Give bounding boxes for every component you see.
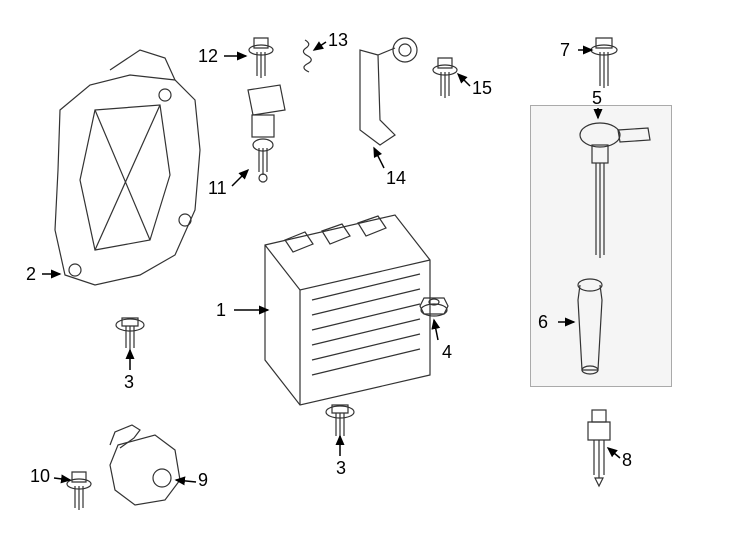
part-boot-6 [578,279,602,374]
part-sensor-11 [248,85,285,182]
part-spark-plug-8 [588,410,610,486]
callout-13: 13 [328,30,348,51]
part-ignition-coil-5 [580,123,650,258]
callout-8: 8 [622,450,632,471]
callout-9: 9 [198,470,208,491]
parts-diagram: 1 2 3 3 4 5 6 7 8 9 10 11 12 13 14 15 [0,0,734,540]
part-bolt-15 [433,58,457,98]
callout-7: 7 [560,40,570,61]
part-bracket-14 [360,38,417,145]
callout-3a: 3 [124,372,134,393]
callout-3b: 3 [336,458,346,479]
part-nut-4 [420,298,448,316]
part-bolt-12 [249,38,273,78]
callout-4: 4 [442,342,452,363]
part-bolt-7 [591,38,617,88]
callout-2: 2 [26,264,36,285]
callout-5: 5 [592,88,602,109]
callout-1: 1 [216,300,226,321]
part-bracket [55,50,200,285]
part-bracket-9 [110,425,180,505]
callout-11: 11 [208,178,227,199]
callout-14: 14 [386,168,406,189]
callout-15: 15 [472,78,492,99]
part-bolt-10 [67,472,91,510]
part-ecu-module [265,215,430,405]
part-bolt-3-left [116,318,144,350]
callout-10: 10 [30,466,50,487]
callout-6: 6 [538,312,548,333]
part-spring-13 [303,40,311,72]
callout-12: 12 [198,46,218,67]
part-bolt-3-center [326,405,354,438]
